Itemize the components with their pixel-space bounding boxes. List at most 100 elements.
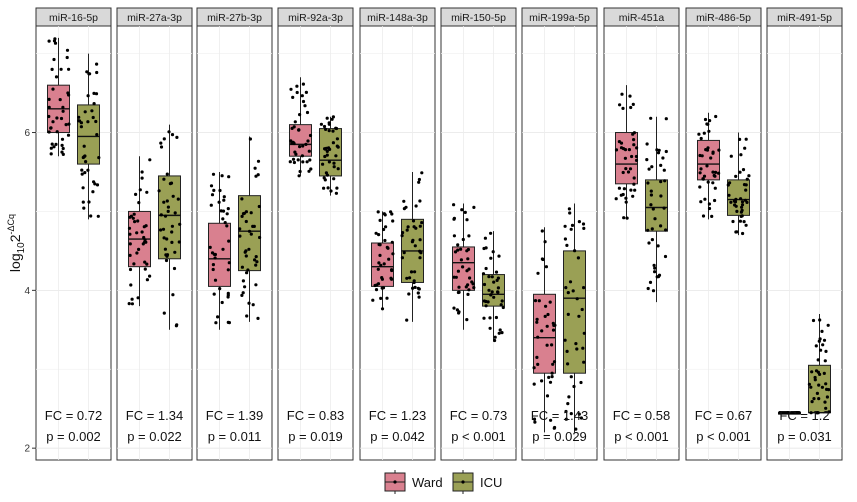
icu-data-point <box>566 312 570 316</box>
icu-data-point <box>413 285 417 289</box>
ward-data-point <box>49 126 53 130</box>
y-title-base: log <box>7 253 23 272</box>
icu-data-point <box>247 301 251 305</box>
icu-data-point <box>414 204 418 208</box>
icu-data-point <box>238 227 242 231</box>
y-title-subscript: 10 <box>16 242 27 254</box>
ward-data-point <box>711 181 715 185</box>
icu-data-point <box>417 180 421 184</box>
ward-data-point <box>714 170 718 174</box>
icu-data-point <box>488 326 492 330</box>
icu-data-point <box>576 256 581 260</box>
ward-data-point <box>50 142 54 146</box>
ward-data-point <box>308 158 312 162</box>
icu-data-point <box>649 116 653 120</box>
panel-background <box>277 25 354 461</box>
facet-panel: miR-150-5p FC = 0.73 p < 0.001 <box>440 7 517 461</box>
ward-data-point <box>463 210 467 214</box>
icu-data-point <box>571 289 575 293</box>
icu-data-point <box>404 205 408 209</box>
icu-data-point <box>168 182 172 186</box>
icu-data-point <box>493 338 497 343</box>
legend-swatch-point <box>393 480 397 484</box>
ward-data-point <box>67 93 71 97</box>
icu-data-point <box>249 211 253 215</box>
ward-data-point <box>304 90 308 94</box>
icu-data-point <box>243 250 247 254</box>
ward-data-point <box>128 267 133 272</box>
icu-data-point <box>81 186 85 190</box>
icu-data-point <box>331 141 335 145</box>
icu-data-point <box>162 137 166 141</box>
icu-data-point <box>170 230 174 234</box>
p-value-label: p = 0.022 <box>127 429 182 444</box>
icu-data-point <box>330 117 334 121</box>
ward-data-point <box>457 290 461 294</box>
ward-data-point <box>710 214 714 218</box>
ward-data-point <box>617 186 622 190</box>
icu-data-point <box>323 147 328 151</box>
fold-change-label: FC = 1.39 <box>206 408 263 423</box>
icu-data-point <box>577 220 582 224</box>
ward-data-point <box>702 131 706 135</box>
ward-data-point <box>218 287 222 291</box>
ward-data-point <box>54 142 58 146</box>
ward-data-point <box>625 216 629 220</box>
icu-data-point <box>496 290 500 294</box>
ward-data-point <box>390 212 394 216</box>
ward-data-point <box>307 169 311 173</box>
ward-data-point <box>60 143 64 147</box>
icu-data-point <box>319 122 323 126</box>
ward-data-point <box>628 167 633 171</box>
icu-iqr-box <box>77 104 100 165</box>
icu-data-point <box>500 331 504 335</box>
icu-data-point <box>77 119 81 123</box>
icu-data-point <box>247 247 251 251</box>
ward-data-point <box>296 158 300 162</box>
ward-data-point <box>382 212 386 216</box>
ward-data-point <box>466 257 470 261</box>
ward-data-point <box>306 139 310 143</box>
icu-box <box>481 231 505 343</box>
icu-data-point <box>90 109 94 113</box>
icu-data-point <box>494 315 498 320</box>
icu-data-point <box>489 293 493 297</box>
ward-data-point <box>621 170 625 175</box>
ward-data-point <box>632 176 636 180</box>
icu-data-point <box>321 162 325 166</box>
facet-strip-label: miR-199a-5p <box>529 12 590 24</box>
ward-data-point <box>532 382 536 386</box>
icu-data-point <box>744 223 748 227</box>
ward-data-point <box>380 276 384 280</box>
icu-data-point <box>820 329 824 333</box>
ward-data-point <box>304 142 308 146</box>
ward-data-point <box>548 300 552 304</box>
ward-data-point <box>535 355 539 359</box>
ward-data-point <box>548 380 553 384</box>
icu-data-point <box>646 181 650 185</box>
ward-data-point <box>61 105 65 109</box>
legend: Ward ICU <box>384 470 502 494</box>
icu-data-point <box>742 183 747 187</box>
ward-data-point <box>457 285 461 289</box>
icu-data-point <box>650 165 654 169</box>
fold-change-label: FC = 0.83 <box>287 408 344 423</box>
icu-data-point <box>92 180 96 184</box>
ward-box <box>452 203 476 330</box>
ward-data-point <box>632 182 636 186</box>
icu-data-point <box>332 161 336 165</box>
icu-data-point <box>325 173 329 177</box>
ward-data-point <box>390 268 394 272</box>
y-tick-label: 6 <box>24 128 30 139</box>
icu-box <box>157 124 182 330</box>
icu-data-point <box>86 120 90 124</box>
ward-data-point <box>227 261 231 265</box>
icu-data-point <box>165 199 169 203</box>
icu-data-point <box>173 211 177 215</box>
icu-data-point <box>488 316 492 320</box>
icu-data-point <box>492 295 496 299</box>
icu-data-point <box>572 384 576 389</box>
ward-data-point <box>391 252 395 256</box>
icu-data-point <box>89 214 93 218</box>
ward-data-point <box>138 188 142 192</box>
